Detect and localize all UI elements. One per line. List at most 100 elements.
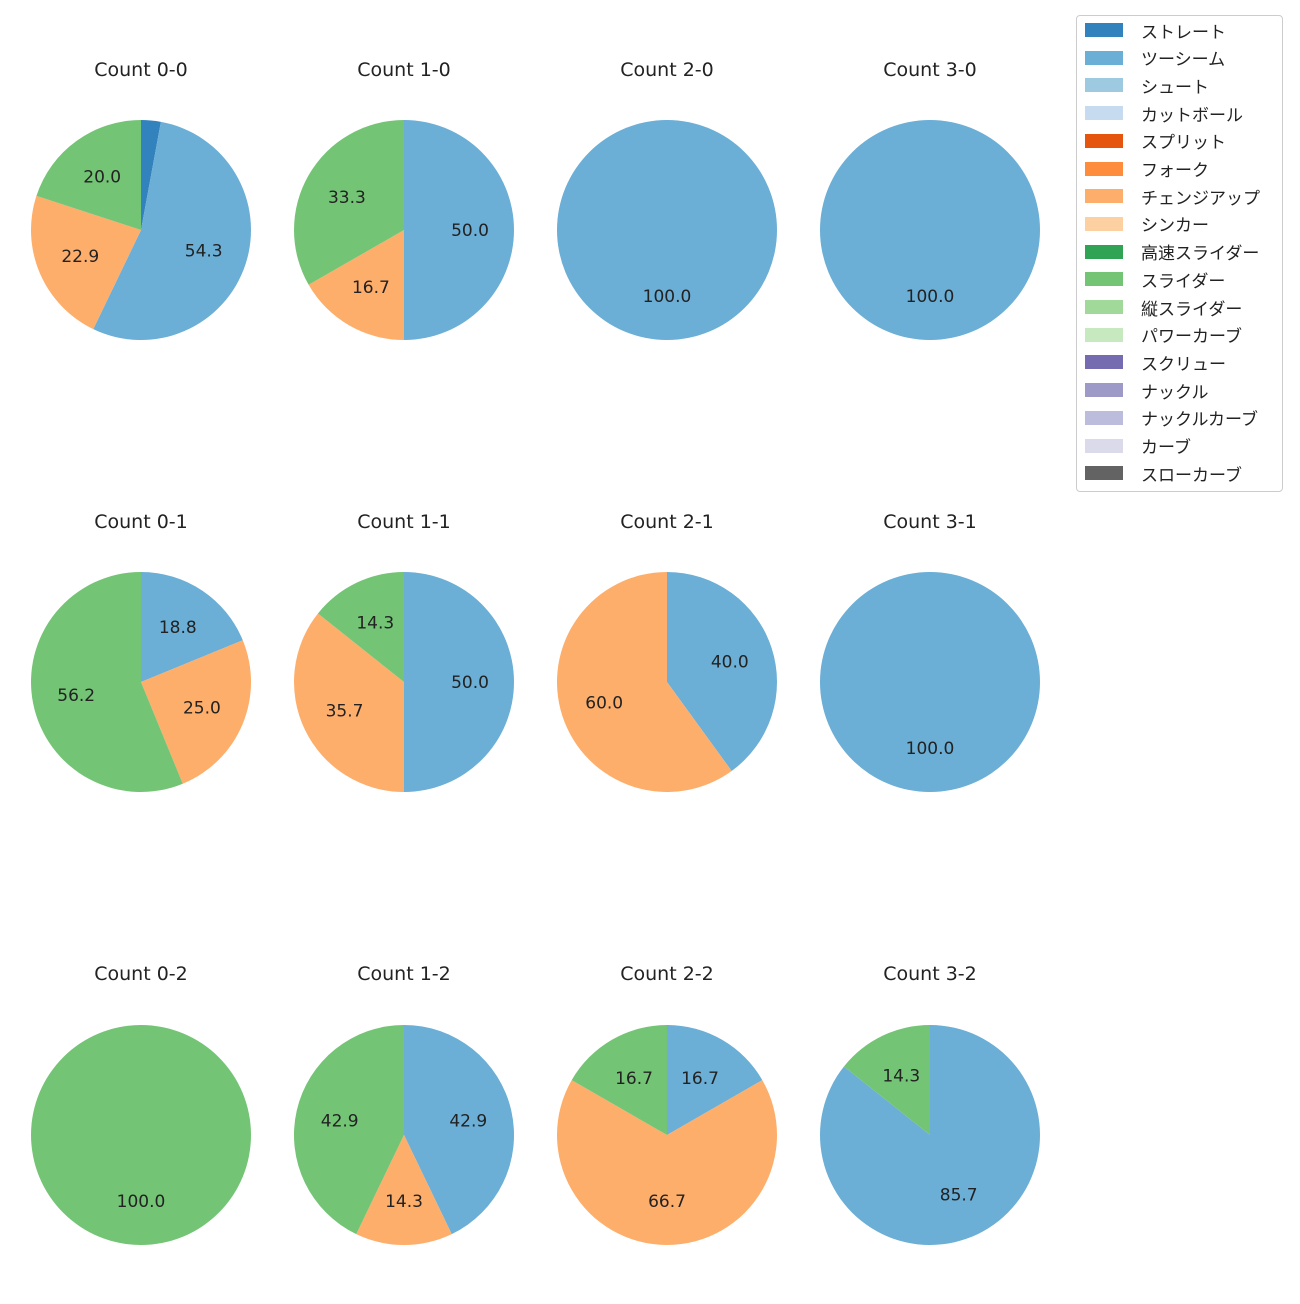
pie-slice — [293, 1025, 404, 1235]
pie-slice — [667, 572, 778, 771]
slice-label: 85.7 — [940, 1186, 978, 1206]
pie-slice — [141, 120, 161, 230]
pie-chart: Count 3-2 85.7 14.3 — [820, 963, 1041, 1245]
slice-label: 100.0 — [117, 1192, 166, 1212]
slice-label: 50.0 — [451, 673, 489, 693]
legend-swatch — [1085, 272, 1123, 287]
legend-label: カーブ — [1141, 438, 1191, 458]
legend-swatch — [1085, 23, 1123, 37]
slice-label: 100.0 — [643, 287, 692, 307]
chart-title: Count 2-1 — [620, 511, 714, 533]
legend-swatch — [1085, 383, 1123, 398]
chart-title: Count 3-1 — [883, 511, 977, 533]
legend-item: スクリュー — [1085, 351, 1226, 375]
pie-chart: Count 0-2 100.0 — [31, 963, 251, 1245]
legend-item: チェンジアップ — [1085, 185, 1260, 209]
pie-slice — [820, 120, 1040, 340]
chart-title: Count 1-0 — [357, 59, 451, 81]
pie-slice — [820, 1025, 1041, 1245]
legend-label: ナックル — [1141, 382, 1209, 403]
chart-title: Count 2-2 — [620, 963, 714, 985]
slice-label: 60.0 — [585, 693, 623, 713]
legend-swatch — [1085, 355, 1123, 370]
legend-swatch — [1085, 466, 1123, 481]
pie-slice — [141, 640, 252, 784]
legend-label: ストレート — [1141, 22, 1226, 43]
legend-swatch — [1085, 244, 1123, 259]
slice-label: 100.0 — [906, 739, 955, 759]
pie-slice — [31, 572, 183, 792]
legend-swatch — [1085, 438, 1123, 453]
legend-item: ナックルカーブ — [1085, 407, 1258, 431]
legend-item: ツーシーム — [1085, 47, 1225, 70]
chart-title: Count 3-0 — [883, 59, 977, 81]
legend-label: スクリュー — [1141, 354, 1226, 375]
slice-label: 25.0 — [183, 698, 221, 718]
pie-chart: Count 1-2 42.9 14.3 42.9 — [293, 963, 515, 1246]
slice-label: 14.3 — [356, 614, 394, 634]
legend-swatch — [1085, 50, 1123, 65]
pie-slice — [36, 120, 141, 230]
legend-label: スプリット — [1141, 133, 1226, 154]
legend-item: 高速スライダー — [1085, 241, 1260, 265]
pie-slice — [667, 1025, 763, 1135]
legend-label: カットボール — [1141, 105, 1243, 126]
chart-title: Count 0-1 — [94, 511, 188, 533]
legend-item: スライダー — [1085, 268, 1226, 292]
pie-chart: Count 2-0 100.0 — [557, 59, 777, 340]
legend-item: スローカーブ — [1085, 462, 1242, 486]
pie-slice — [556, 1080, 777, 1246]
legend-label: スライダー — [1141, 271, 1226, 292]
pie-chart: Count 0-1 18.8 25.0 56.2 — [31, 511, 252, 792]
legend-label: シンカー — [1141, 216, 1209, 237]
legend-swatch — [1085, 410, 1123, 425]
legend-label: ナックルカーブ — [1141, 410, 1258, 431]
pie-slice — [404, 572, 514, 792]
slice-label: 54.3 — [185, 242, 223, 262]
slice-label: 33.3 — [328, 188, 366, 208]
pie-chart: Count 1-0 50.0 16.7 33.3 — [293, 59, 514, 340]
slice-label: 56.2 — [57, 686, 95, 706]
legend-label: スローカーブ — [1141, 465, 1242, 486]
pie-chart: Count 0-0 54.3 22.9 20.0 — [31, 59, 251, 341]
pie-slice — [31, 195, 142, 330]
legend-swatch — [1085, 216, 1123, 231]
pie-slice — [557, 120, 777, 340]
legend-item: パワーカーブ — [1085, 324, 1242, 348]
slice-label: 42.9 — [321, 1111, 359, 1131]
legend-swatch — [1085, 161, 1123, 176]
legend: ストレートツーシームシュートカットボール スプリットフォークチェンジアップ シンカー… — [1076, 15, 1283, 492]
pie-chart: Count 2-1 40.0 60.0 — [557, 511, 778, 793]
slice-label: 40.0 — [711, 653, 749, 673]
slice-label: 100.0 — [906, 287, 955, 307]
slice-label: 50.0 — [451, 221, 489, 241]
legend-item: カーブ — [1085, 435, 1191, 458]
pie-slice — [820, 572, 1040, 792]
legend-label: パワーカーブ — [1141, 327, 1242, 348]
legend-swatch — [1085, 327, 1123, 342]
pie-slice — [557, 572, 732, 793]
pie-slice — [571, 1025, 667, 1135]
slice-label: 16.7 — [681, 1069, 719, 1089]
pie-chart: Count 3-0 100.0 — [820, 59, 1040, 340]
legend-swatch — [1085, 133, 1123, 148]
pie-slice — [356, 1135, 452, 1246]
legend-item: シュート — [1085, 74, 1209, 98]
legend-swatch — [1085, 106, 1123, 121]
pie-slice — [308, 230, 404, 340]
chart-title: Count 0-2 — [94, 963, 188, 985]
legend-label: 高速スライダー — [1141, 244, 1260, 265]
legend-item: ナックル — [1085, 379, 1209, 403]
slice-label: 42.9 — [449, 1111, 487, 1131]
pie-slice — [317, 572, 404, 682]
legend-item: カットボール — [1085, 102, 1243, 126]
legend-swatch — [1085, 78, 1123, 93]
slice-label: 20.0 — [83, 168, 121, 188]
slice-label: 14.3 — [882, 1067, 920, 1087]
pie-slice — [93, 121, 251, 341]
slice-label: 35.7 — [326, 702, 364, 722]
slice-label: 22.9 — [61, 247, 99, 267]
legend-item: フォーク — [1085, 158, 1209, 181]
legend-label: チェンジアップ — [1141, 188, 1260, 209]
slice-label: 16.7 — [615, 1069, 653, 1089]
